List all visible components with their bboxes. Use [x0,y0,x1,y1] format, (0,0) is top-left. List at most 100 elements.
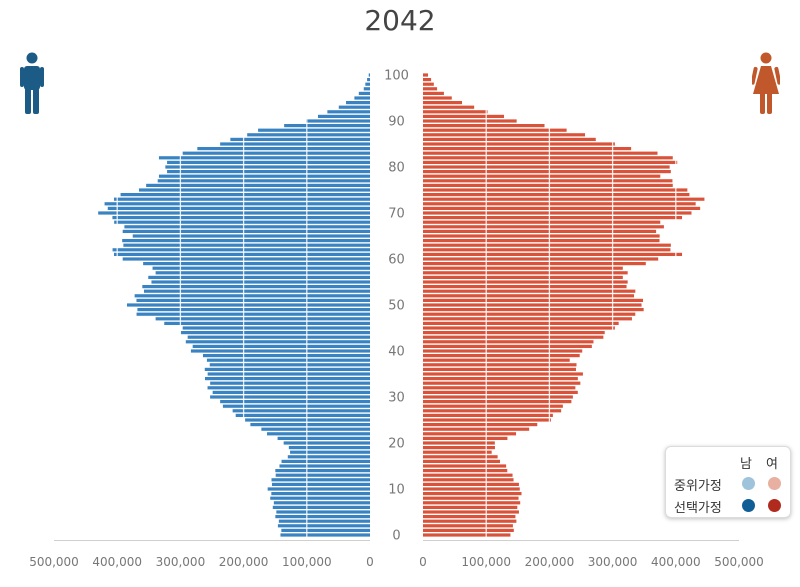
legend-dot-selected-male [742,499,755,512]
male-bar-age-12 [271,478,370,482]
male-bar-age-77 [157,179,370,183]
female-bar-age-93 [423,105,475,109]
female-bar-age-52 [423,294,635,298]
male-bar-age-79 [167,170,370,174]
male-bar-age-72 [104,202,371,206]
female-bar-age-57 [423,271,628,275]
female-bar-age-51 [423,298,644,302]
male-bar-age-9 [271,492,370,496]
female-bar-age-36 [423,367,576,371]
male-bar-age-42 [185,340,370,344]
female-person-icon [752,52,780,114]
male-bar-age-30 [210,395,370,399]
male-bar-age-5 [276,510,370,514]
female-bar-age-39 [423,354,580,358]
female-bar-age-70 [423,211,692,215]
age-tick-label: 40 [388,345,405,360]
female-bar-age-26 [423,413,553,417]
female-bar-age-58 [423,266,623,270]
female-bar-age-4 [423,515,516,519]
male-bar-age-95 [354,96,370,100]
male-bar-age-52 [134,294,370,298]
female-bar-age-67 [423,225,664,229]
female-bar-age-80 [423,165,670,169]
female-bar-age-11 [423,482,519,486]
male-bar-age-34 [204,377,370,381]
male-bar-age-99 [367,78,370,82]
male-bar-age-66 [122,229,370,233]
chart-title: 2042 [364,4,436,37]
male-bar-age-83 [182,151,370,155]
male-bar-age-0 [280,533,370,537]
male-bar-age-44 [180,331,370,335]
female-bar-age-90 [423,119,517,123]
female-bar-age-24 [423,423,538,427]
female-bar-age-45 [423,326,615,330]
male-bar-age-91 [317,114,370,118]
female-bar-age-94 [423,101,463,105]
male-bar-age-88 [258,128,370,132]
female-bar-age-72 [423,202,696,206]
female-bar-age-50 [423,303,642,307]
male-bar-age-70 [98,211,370,215]
female-bar-age-65 [423,234,660,238]
male-bar-age-51 [136,298,370,302]
x-tick-label-female: 400,000 [651,555,701,569]
female-bar-age-78 [423,174,661,178]
male-bar-age-81 [167,160,370,164]
female-bar-age-92 [423,110,488,114]
female-bar-age-76 [423,183,673,187]
male-bar-age-14 [275,469,370,473]
female-bar-age-9 [423,492,522,496]
male-bar-age-56 [148,275,370,279]
female-bar-age-21 [423,436,508,440]
female-bar-age-17 [423,455,498,459]
female-bar-age-99 [423,78,432,82]
male-bar-age-4 [275,515,370,519]
male-bar-age-32 [207,386,370,390]
x-tick-label-female: 500,000 [714,555,764,569]
female-bar-age-7 [423,501,521,505]
female-bar-age-2 [423,524,513,528]
male-bar-age-6 [272,505,370,509]
female-bar-age-100 [423,73,428,77]
female-bar-age-33 [423,381,581,385]
male-bar-age-27 [232,409,370,413]
legend-dot-median-female [768,477,781,490]
age-tick-label: 90 [388,115,405,130]
male-bar-age-100 [368,73,370,77]
male-bar-age-75 [138,188,370,192]
male-bar-age-16 [281,459,370,463]
male-bar-age-29 [220,400,370,404]
female-bar-age-15 [423,464,507,468]
x-tick-label-male: 100,000 [282,555,332,569]
female-bar-age-54 [423,285,627,289]
male-bar-age-18 [290,450,370,454]
female-bar-age-74 [423,193,690,197]
male-bar-age-60 [122,257,370,261]
female-bar-age-32 [423,386,576,390]
female-bar-age-42 [423,340,594,344]
x-tick-label-female: 300,000 [588,555,638,569]
age-tick-label: 20 [388,437,405,452]
female-bar-age-60 [423,257,659,261]
male-bar-age-8 [270,496,370,500]
female-bar-age-3 [423,519,517,523]
female-bar-age-61 [423,252,683,256]
x-tick-label-male: 300,000 [156,555,206,569]
female-bar-age-18 [423,450,492,454]
female-bar-age-13 [423,473,513,477]
female-bar-age-22 [423,432,517,436]
male-bar-age-54 [142,285,370,289]
female-bar-age-46 [423,321,619,325]
female-bar-age-68 [423,220,661,224]
male-bar-age-15 [279,464,370,468]
female-bar-age-16 [423,459,501,463]
male-bar-age-1 [281,528,370,532]
male-bar-age-24 [250,423,370,427]
female-bar-age-83 [423,151,658,155]
female-bar-age-48 [423,312,636,316]
male-bar-age-2 [277,524,370,528]
female-bar-age-40 [423,349,583,353]
male-bar-age-46 [164,321,370,325]
